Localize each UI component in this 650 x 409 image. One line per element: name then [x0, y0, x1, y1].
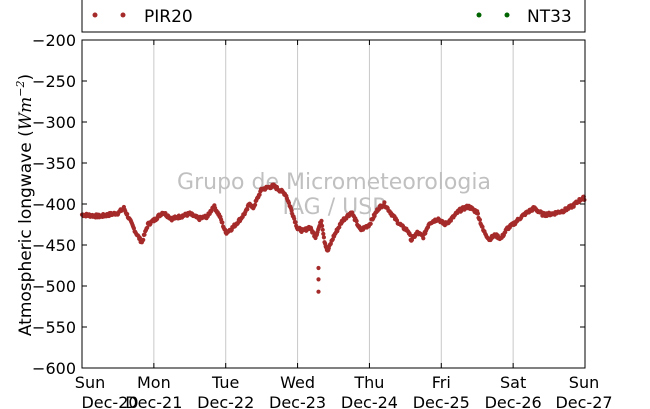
x-axis: SunDec-20MonDec-21TueDec-22WedDec-23ThuD…	[75, 40, 613, 409]
x-tick-date: Dec-21	[125, 393, 182, 409]
data-point	[220, 220, 225, 225]
x-tick-day: Wed	[280, 373, 315, 392]
y-tick-label: −200	[32, 31, 76, 50]
data-point	[319, 218, 324, 223]
legend-pir20-marker-1	[92, 12, 98, 18]
data-point	[354, 219, 359, 224]
x-tick-day: Sat	[500, 373, 526, 392]
y-axis-label-main: Atmospheric longwave (	[16, 130, 36, 336]
x-tick-day: Sun	[75, 373, 105, 392]
data-point	[141, 237, 146, 242]
y-tick-label: −550	[32, 318, 76, 337]
y-tick-label: −350	[32, 154, 76, 173]
watermark-line-1: Grupo de Micrometeorologia	[177, 170, 491, 195]
legend-nt33-label: NT33	[527, 7, 572, 27]
x-tick-date: Dec-22	[197, 393, 254, 409]
legend-nt33-marker-1	[476, 12, 482, 18]
x-tick-day: Fri	[432, 373, 451, 392]
legend: PIR20 NT33	[81, 0, 586, 33]
x-tick-day: Tue	[211, 373, 239, 392]
data-point	[142, 232, 147, 237]
y-tick-label: −500	[32, 277, 76, 296]
data-point	[316, 265, 321, 271]
data-point	[320, 227, 325, 232]
data-point	[321, 231, 326, 236]
y-axis-label-exponent: −2	[14, 80, 27, 96]
legend-pir20-marker-2	[120, 12, 126, 18]
y-axis: −200 −250 −300 −350 −400 −450 −500 −550 −600	[32, 31, 585, 378]
data-point	[125, 212, 130, 217]
data-point	[421, 236, 426, 241]
y-tick-label: −300	[32, 113, 76, 132]
x-tick-date: Dec-23	[269, 393, 326, 409]
data-point	[292, 216, 297, 221]
x-tick-date: Dec-20	[81, 393, 138, 409]
y-tick-label: −400	[32, 195, 76, 214]
data-point	[245, 207, 250, 212]
legend-frame	[81, 0, 586, 33]
y-tick-label: −600	[32, 359, 76, 378]
y-axis-label: Atmospheric longwave (Wm−2)	[14, 74, 36, 336]
series-pir20	[79, 182, 587, 294]
x-tick-date: Dec-27	[555, 393, 612, 409]
data-point	[475, 211, 480, 216]
data-point	[382, 200, 387, 205]
data-point	[316, 277, 321, 282]
x-tick-day: Mon	[137, 373, 171, 392]
data-point	[137, 235, 142, 240]
x-tick-date: Dec-24	[341, 393, 398, 409]
data-point	[253, 202, 258, 207]
x-tick-day: Sun	[569, 373, 599, 392]
data-point	[257, 192, 262, 197]
data-point	[145, 225, 150, 230]
plot-area	[82, 40, 585, 368]
data-point	[477, 217, 482, 222]
data-point	[368, 221, 373, 226]
y-tick-label: −250	[32, 72, 76, 91]
legend-pir20-label: PIR20	[144, 7, 193, 27]
data-point	[311, 230, 316, 235]
data-point	[480, 224, 485, 229]
legend-nt33-marker-2	[504, 12, 510, 18]
data-point	[321, 235, 326, 240]
data-point	[293, 220, 298, 225]
data-point	[582, 197, 587, 202]
y-axis-label-unit: Wm	[16, 97, 36, 131]
y-axis-label-close: )	[16, 74, 36, 81]
x-tick-date: Dec-25	[413, 393, 470, 409]
x-tick-day: Thu	[353, 373, 384, 392]
data-point	[289, 208, 294, 213]
y-tick-label: −450	[32, 236, 76, 255]
x-grid	[153, 40, 514, 368]
watermark-line-2: IAG / USP	[283, 195, 386, 220]
data-point	[316, 289, 321, 294]
x-tick-date: Dec-26	[485, 393, 542, 409]
data-point	[320, 223, 325, 228]
